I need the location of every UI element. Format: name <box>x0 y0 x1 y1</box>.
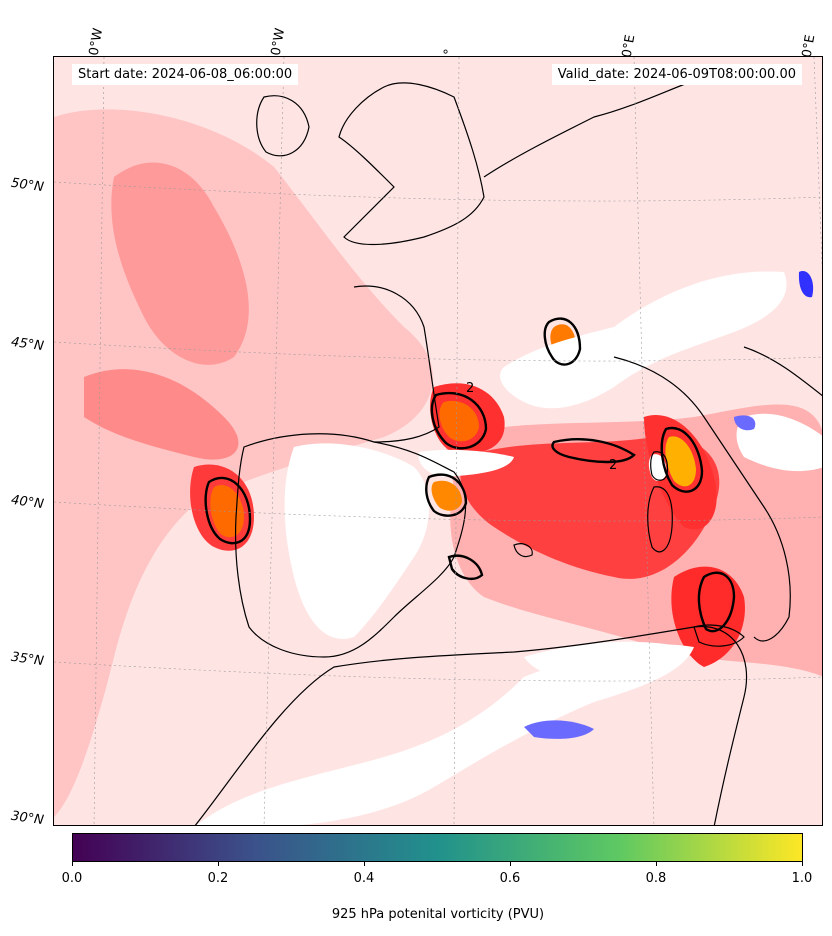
masked-area-atlas-east <box>524 641 684 679</box>
pv-contour-ligurian <box>551 438 636 464</box>
pv-contour-sicily <box>697 571 736 633</box>
pv-contour-tunisia <box>447 554 484 581</box>
coastline-north-sea <box>483 76 705 178</box>
pv-contour-portugal <box>204 476 252 545</box>
negative-pv-patch-alps <box>734 415 756 431</box>
valid-date-label: Valid_date: 2024-06-09T08:00:00.00 <box>551 64 802 85</box>
pv-max-biscay <box>439 400 479 442</box>
coastline-france-atlantic <box>353 285 440 443</box>
colorbar-tick-3 <box>510 862 511 866</box>
coastline-british-isles <box>338 82 485 246</box>
latitude-label-45n: 45°N <box>10 334 45 355</box>
coastline-ireland <box>256 95 310 157</box>
colorbar-tick-4 <box>656 862 657 866</box>
latitude-label-50n: 50°N <box>10 175 45 196</box>
masked-area-balkans <box>736 413 822 472</box>
masked-area-alps <box>500 271 787 409</box>
pv-max-ebro <box>431 480 462 511</box>
pv-field-atlantic-strong <box>111 162 249 365</box>
colorbar-ticklabel-1: 0.2 <box>207 871 229 886</box>
masked-area-ebro <box>418 449 514 477</box>
negative-pv-patch-algeria <box>524 720 594 739</box>
colorbar <box>72 833 803 862</box>
pv-contour-biscay <box>430 391 488 450</box>
pv-contour-ebro <box>425 473 468 517</box>
graticule-lat-35n <box>54 661 822 682</box>
graticule-lon-0 <box>453 57 460 825</box>
coastline-north-africa <box>194 625 748 825</box>
contour-label-biscay: 2 <box>466 381 474 396</box>
coastline-sicily <box>693 624 745 647</box>
latitude-label-35n: 35°N <box>10 649 45 670</box>
graticule-lat-40n <box>54 501 822 522</box>
coastline-sardinia <box>647 486 673 553</box>
colorbar-ticklabel-2: 0.4 <box>353 871 375 886</box>
coastline-corsica <box>650 451 669 481</box>
graticule-lon-20w <box>93 57 105 825</box>
negative-pv-patch-balkans <box>798 271 814 298</box>
masked-area-iberia <box>284 443 429 639</box>
colorbar-tick-2 <box>364 862 365 866</box>
pv-contour-alps <box>543 317 582 366</box>
graticule-lon-10w <box>263 57 285 825</box>
graticule <box>54 57 822 825</box>
start-date-label: Start date: 2024-06-08_06:00:00 <box>72 64 299 85</box>
coastline-iberia <box>234 433 467 658</box>
masked-area-atlas <box>196 644 694 825</box>
pv-2-contours <box>204 317 736 633</box>
potential-vorticity-map: 2 2 2 <box>54 57 822 825</box>
coastline-italy <box>613 356 791 642</box>
graticule-lat-45n <box>54 341 822 362</box>
colorbar-ticklabel-3: 0.6 <box>499 871 521 886</box>
graticule-lon-10e <box>633 57 655 825</box>
coastline-adriatic <box>743 346 822 397</box>
graticule-lat-50n <box>54 181 822 202</box>
pv-field-atlantic-band <box>84 369 239 460</box>
colorbar-ticklabel-5: 1.0 <box>791 871 813 886</box>
colorbar-label: 925 hPa potenital vorticity (PVU) <box>331 907 545 922</box>
coastline-balearics <box>513 543 533 558</box>
contour-label-ligurian: 2 <box>609 458 617 473</box>
colorbar-tick-1 <box>218 862 219 866</box>
colorbar-ticklabel-4: 0.8 <box>645 871 667 886</box>
pv-field-tunisia-sicily <box>671 566 745 667</box>
latitude-label-40n: 40°N <box>10 492 45 513</box>
colorbar-ticklabel-0: 0.0 <box>61 871 83 886</box>
coastlines <box>194 76 822 825</box>
map-panel: 2 2 2 <box>53 56 823 826</box>
latitude-label-30n: 30°N <box>10 808 45 829</box>
pv-max-corsica <box>665 436 696 487</box>
pv-contour-corsica <box>660 426 704 493</box>
colorbar-tick-5 <box>802 862 803 866</box>
colorbar-tick-0 <box>72 862 73 866</box>
